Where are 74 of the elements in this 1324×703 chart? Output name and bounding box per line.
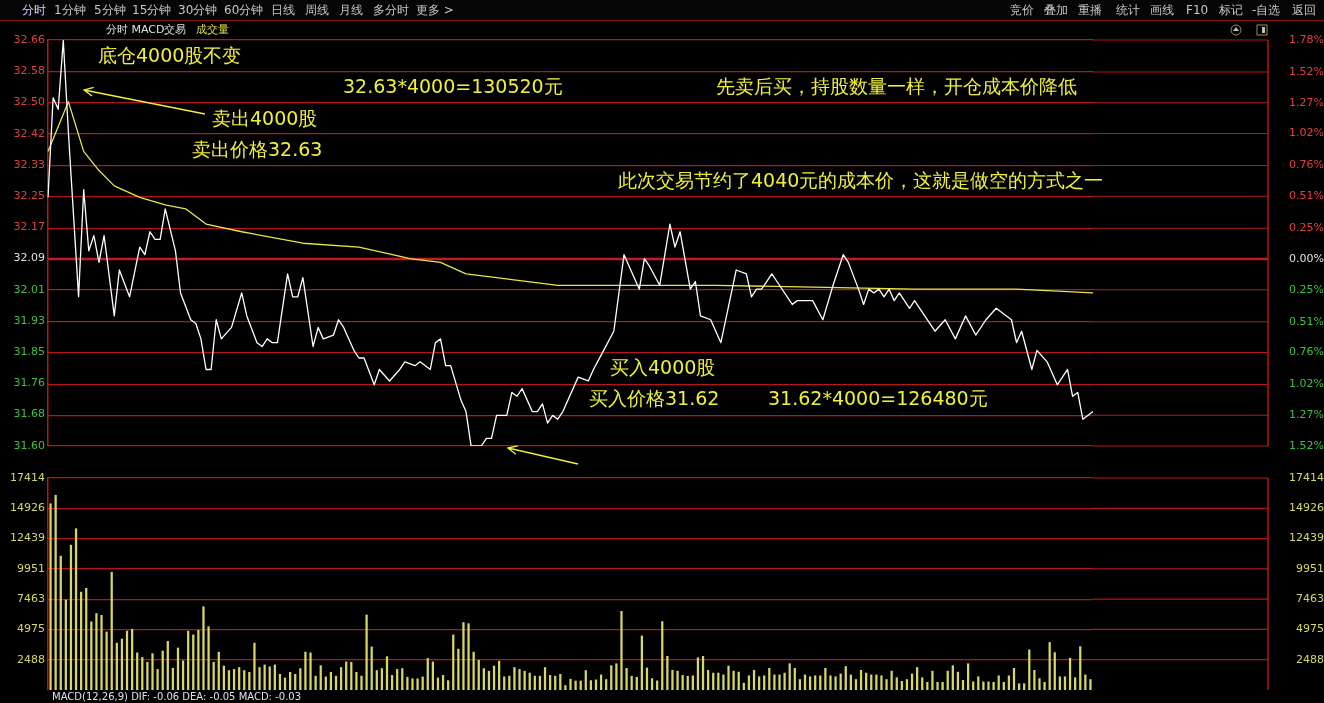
y-tick-label: 4975 <box>17 622 45 636</box>
text: 周线 <box>305 3 329 18</box>
y2-tick-label: 1.52% <box>1289 438 1324 452</box>
y2-tick-label: 4975 <box>1296 622 1324 636</box>
annotation: 32.63*4000=130520元 <box>343 75 563 97</box>
y2-tick-label: 0.25% <box>1289 282 1324 296</box>
text: -自选 <box>1252 3 1281 18</box>
text: 成交量 <box>196 23 229 37</box>
y-tick-label: 31.60 <box>13 438 45 452</box>
y-tick-label: 32.17 <box>13 220 45 234</box>
text: 返回 <box>1292 3 1316 18</box>
y2-tick-label: 7463 <box>1296 592 1324 605</box>
y-tick-label: 12439 <box>10 531 45 545</box>
annotation: 底仓4000股不变 <box>98 44 242 66</box>
y-tick-label: 31.76 <box>13 376 45 390</box>
text: MACD(12,26,9) DIF: -0.06 DEA: -0.05 MACD: -0.03 <box>52 691 302 702</box>
text: 分时 <box>22 3 46 18</box>
y2-tick-label: 1.78% <box>1289 32 1324 46</box>
y2-tick-label: 1.27% <box>1289 95 1324 109</box>
text: 更多 > <box>416 3 454 18</box>
annotation: 先卖后买，持股数量一样，开仓成本价降低 <box>716 75 1077 97</box>
text: 统计 <box>1116 3 1140 18</box>
y-tick-label: 32.01 <box>13 282 45 296</box>
annotation: 卖出价格32.63 <box>192 138 323 160</box>
y-tick-label: 9951 <box>17 561 45 575</box>
y2-tick-label: 1.52% <box>1289 64 1324 78</box>
y-tick-label: 14926 <box>10 501 45 515</box>
text: 月线 <box>339 3 363 18</box>
text: 5分钟 <box>94 3 126 18</box>
text: 15分钟 <box>132 3 172 18</box>
annotation: 买入4000股 <box>610 356 716 378</box>
text: 叠加 <box>1044 3 1068 18</box>
annotation: 买入价格31.62 <box>589 387 720 409</box>
y2-tick-label: 0.76% <box>1289 158 1324 172</box>
annotation: 31.62*4000=126480元 <box>768 387 988 409</box>
y-tick-label: 31.93 <box>13 313 45 327</box>
y-tick-label: 32.50 <box>13 95 45 109</box>
text: 分时 MACD交易 <box>106 23 187 37</box>
text: 日线 <box>271 3 295 18</box>
y-tick-label: 32.58 <box>13 64 45 78</box>
y2-tick-label: 0.25% <box>1289 221 1324 235</box>
y2-tick-label: 17414 <box>1289 470 1324 484</box>
y2-tick-label: 0.76% <box>1289 345 1324 359</box>
text: 画线 <box>1150 3 1174 18</box>
y2-tick-label: 1.02% <box>1289 377 1324 391</box>
y2-tick-label: 2488 <box>1296 652 1324 666</box>
y-tick-label: 32.66 <box>13 32 45 46</box>
y2-tick-label: 1.02% <box>1289 126 1324 140</box>
text: 标记 <box>1219 3 1243 18</box>
y-tick-label: 31.68 <box>13 407 45 421</box>
annotation: 此次交易节约了4040元的成本价，这就是做空的方式之一 <box>618 169 1104 191</box>
y2-tick-label: 1.27% <box>1289 408 1324 422</box>
y-tick-label: 32.42 <box>13 126 45 140</box>
text: 30分钟 <box>178 3 218 18</box>
y2-tick-label: 14926 <box>1289 501 1324 515</box>
y-tick-label: 2488 <box>17 652 45 666</box>
annotation: 卖出4000股 <box>212 107 318 129</box>
y-tick-label: 32.09 <box>13 251 45 265</box>
text: 竞价 <box>1010 3 1034 18</box>
text: 多分时 <box>373 3 409 18</box>
y2-tick-label: 9951 <box>1296 561 1324 575</box>
y2-tick-label: 0.51% <box>1289 314 1324 328</box>
y-tick-label: 32.25 <box>13 188 45 202</box>
text: 1分钟 <box>54 3 86 18</box>
y2-tick-label: 0.51% <box>1289 189 1324 203</box>
text: 重播 <box>1078 3 1102 18</box>
y-tick-label: 17414 <box>10 470 45 484</box>
text: 60分钟 <box>224 3 264 18</box>
y-tick-label: 31.85 <box>13 345 45 359</box>
y2-tick-label: 12439 <box>1289 531 1324 545</box>
y-tick-label: 32.33 <box>13 157 45 171</box>
y-tick-label: 7463 <box>17 592 45 605</box>
y2-tick-label: 0.00% <box>1289 251 1324 265</box>
text: F10 <box>1186 3 1209 18</box>
